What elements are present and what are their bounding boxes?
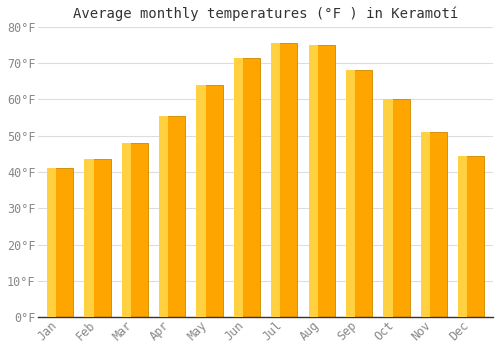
Bar (122, 143, 148, 317)
Bar (421, 132, 447, 317)
Bar (84, 159, 94, 317)
Bar (384, 99, 392, 317)
Bar (234, 58, 260, 317)
Bar (458, 156, 484, 317)
Bar (122, 143, 131, 317)
Bar (458, 156, 468, 317)
Bar (308, 45, 335, 317)
Bar (384, 99, 409, 317)
Title: Average monthly temperatures (°F ) in Keramotí: Average monthly temperatures (°F ) in Ke… (73, 7, 458, 21)
Bar (234, 58, 243, 317)
Bar (421, 132, 430, 317)
Bar (196, 85, 222, 317)
Bar (346, 70, 372, 317)
Bar (308, 45, 318, 317)
Bar (271, 43, 297, 317)
Bar (346, 70, 355, 317)
Bar (159, 116, 186, 317)
Bar (196, 85, 205, 317)
Bar (47, 168, 56, 317)
Bar (84, 159, 110, 317)
Bar (47, 168, 73, 317)
Bar (159, 116, 168, 317)
Bar (271, 43, 280, 317)
